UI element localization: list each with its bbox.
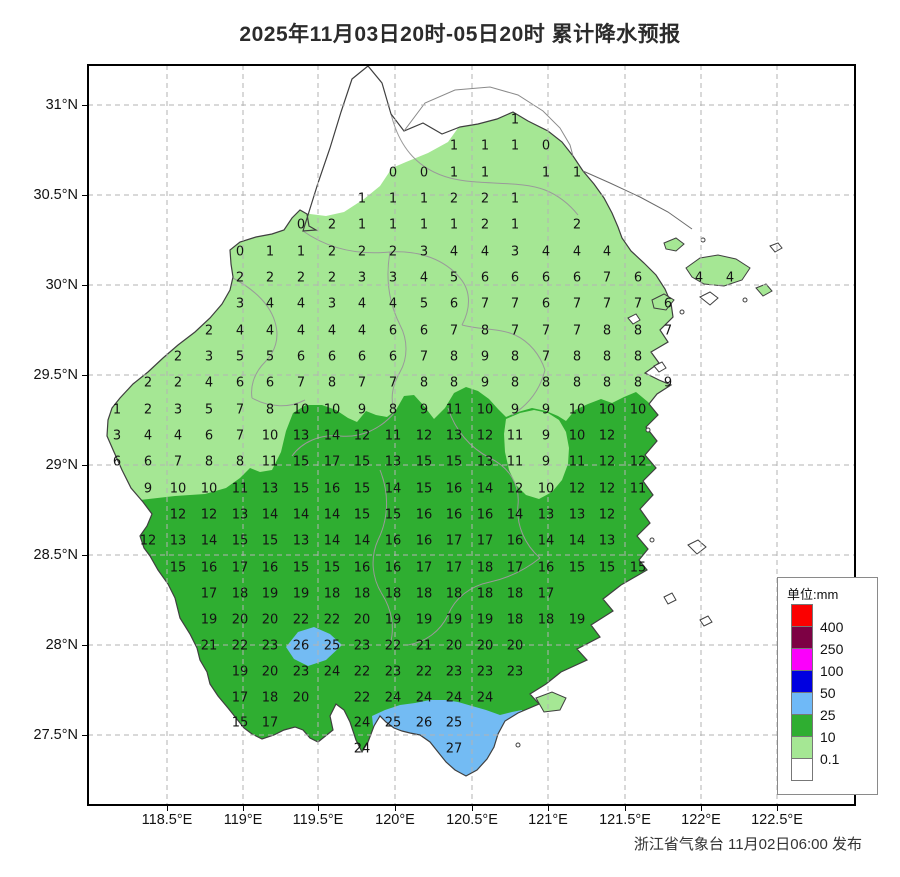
legend-threshold-label: 50	[820, 685, 836, 701]
legend-swatch	[791, 736, 813, 759]
legend-swatch	[791, 648, 813, 671]
legend-title: 单位:mm	[787, 587, 839, 602]
legend-threshold-label: 250	[820, 641, 844, 657]
northeast-border-line	[582, 170, 693, 230]
legend-swatch	[791, 604, 813, 627]
legend-swatch	[791, 670, 813, 693]
legend-threshold-label: 0.1	[820, 751, 840, 767]
legend-swatch	[791, 626, 813, 649]
legend-color-bar	[791, 604, 813, 781]
attribution: 浙江省气象台 11月02日06:00 发布	[633, 836, 862, 853]
prefecture-boundaries	[232, 113, 579, 646]
legend-swatch	[791, 758, 813, 781]
legend: 单位:mm 400 250 100 50 25 10 0.1	[777, 577, 878, 795]
legend-threshold-label: 100	[820, 663, 844, 679]
page-title: 2025年11月03日20时-05日20时 累计降水预报	[239, 23, 681, 46]
islands	[515, 237, 783, 748]
lat-lon-gridlines	[88, 65, 855, 805]
legend-threshold-label: 25	[820, 707, 836, 723]
lake-shore-line	[403, 86, 574, 157]
plot-frame	[87, 64, 856, 806]
province-outline	[106, 65, 674, 777]
map-land	[106, 65, 783, 777]
heavy-rain-patch-west	[286, 627, 342, 666]
light-rain-pocket	[504, 410, 569, 499]
legend-threshold-label: 10	[820, 729, 836, 745]
legend-threshold-label: 400	[820, 619, 844, 635]
legend-swatch	[791, 714, 813, 737]
legend-swatch	[791, 692, 813, 715]
